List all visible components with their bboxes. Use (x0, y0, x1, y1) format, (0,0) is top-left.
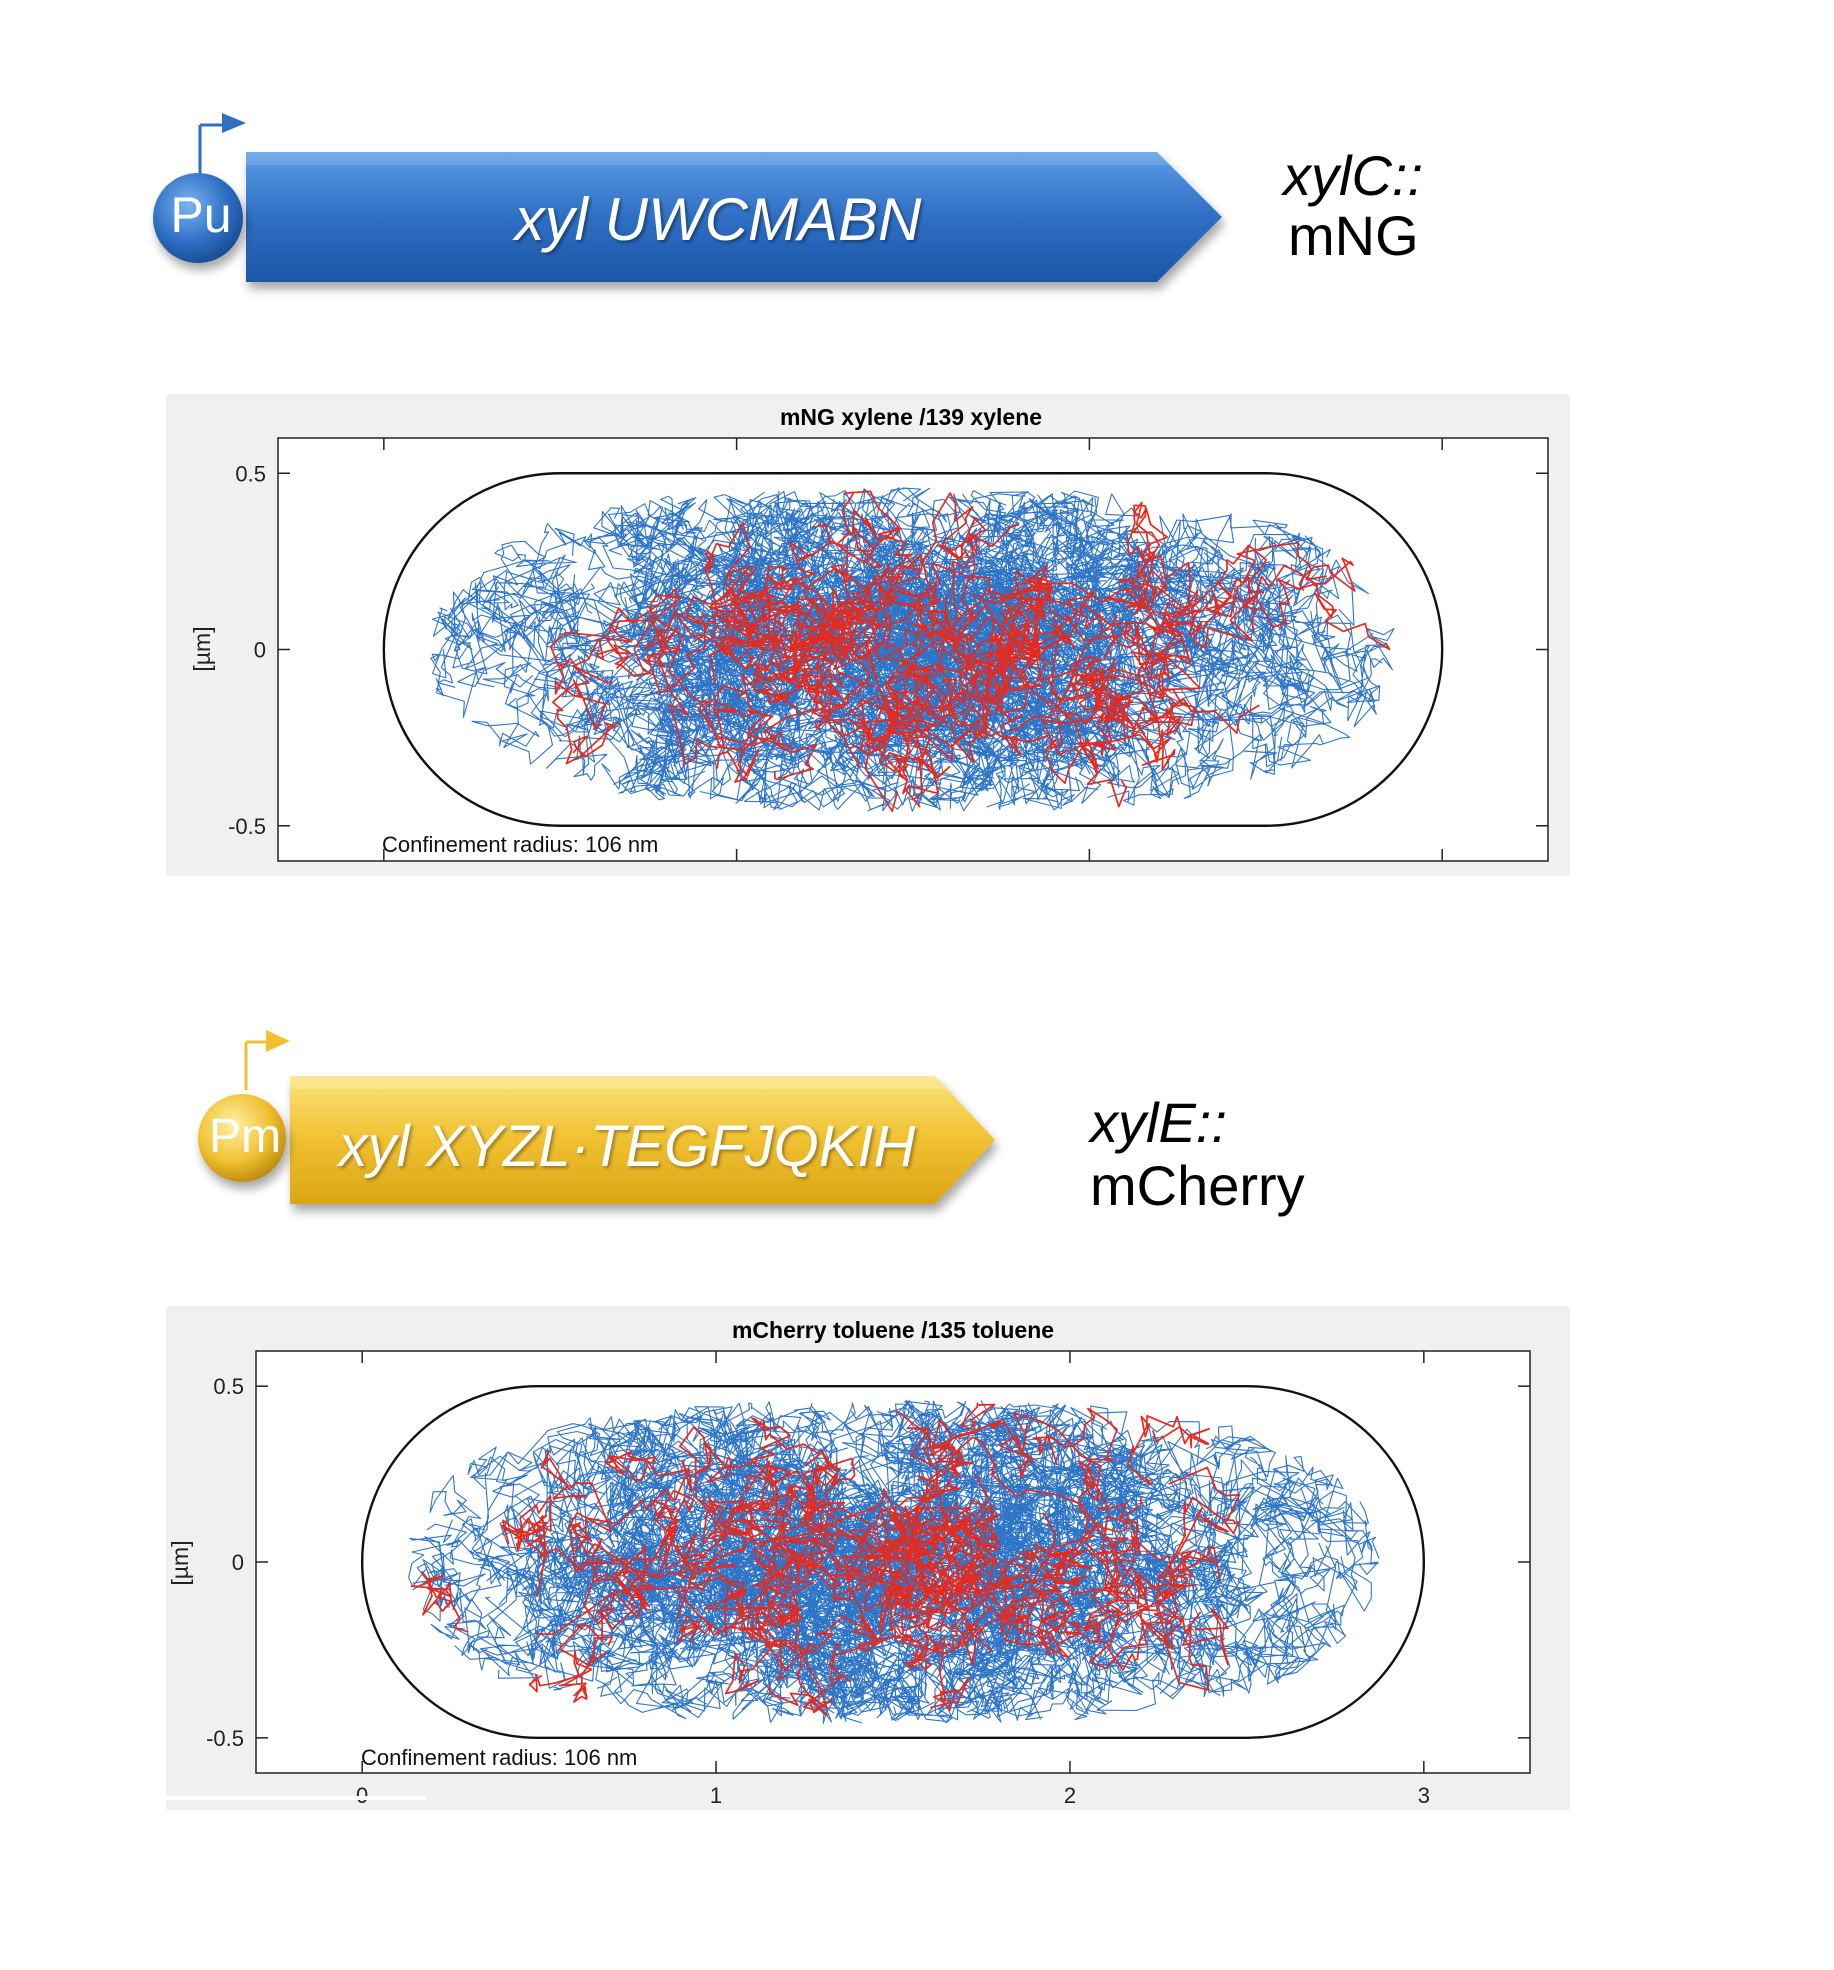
trajectory-series-highlight (549, 490, 1391, 813)
y-tick-label: 0.5 (235, 461, 266, 486)
fusion-label-line1: xylE:: (1087, 1091, 1227, 1154)
x-tick-label: 0 (356, 1783, 368, 1808)
x-tick-label: 2 (1064, 1783, 1076, 1808)
trajectory-series-highlight (410, 1402, 1241, 1716)
axes: 0.5 0 -0.5 0 1 2 3 (206, 1351, 1530, 1808)
x-tick-label: 3 (1418, 1783, 1430, 1808)
operon-top: Pu xyl UWCMABN xylC:: mNG (153, 113, 1423, 282)
annotation-text: Confinement radius: 106 nm (382, 832, 658, 857)
fusion-label-line2: mNG (1288, 204, 1419, 267)
y-tick-label: 0.5 (213, 1374, 244, 1399)
gene-arrow (246, 152, 1222, 282)
promoter-flag-icon (198, 113, 246, 175)
divider (166, 1796, 426, 1800)
chart-bottom: mCherry toluene /135 toluene 0.5 0 -0.5 0 1 2… (166, 1306, 1570, 1810)
promoter-label: Pu (170, 187, 231, 243)
x-tick-label: 1 (710, 1783, 722, 1808)
gene-label: xyl XYZL·TEGFJQKIH (336, 1114, 916, 1179)
cell-outline (382, 472, 1444, 827)
promoter-circle (153, 173, 243, 263)
promoter-label: Pm (209, 1110, 281, 1163)
trajectories (362, 1386, 1424, 1738)
operon-bottom: Pm xyl XYZL·TEGFJQKIH xylE:: mCherry (198, 1030, 1305, 1217)
gene-arrow (290, 1076, 995, 1204)
y-axis-label: [µm] (189, 626, 215, 671)
gene-label: xyl UWCMABN (512, 186, 922, 253)
promoter-circle (198, 1094, 286, 1182)
y-tick-label: 0 (232, 1550, 244, 1575)
fusion-label-line1: xylC:: (1280, 144, 1423, 207)
y-tick-label: -0.5 (228, 814, 266, 839)
axes: 0.5 0 -0.5 (228, 438, 1548, 861)
y-tick-label: -0.5 (206, 1726, 244, 1751)
y-axis-label: [µm] (167, 1540, 193, 1585)
chart-title: mNG xylene /139 xylene (780, 404, 1042, 430)
promoter-flag-icon (244, 1030, 290, 1090)
chart-top: mNG xylene /139 xylene 0.5 0 -0.5 [µm] Con… (166, 394, 1570, 876)
trajectories (382, 472, 1444, 827)
annotation-text: Confinement radius: 106 nm (361, 1745, 637, 1770)
fusion-label-line2: mCherry (1090, 1154, 1305, 1217)
y-tick-label: 0 (254, 638, 266, 663)
chart-title: mCherry toluene /135 toluene (732, 1317, 1054, 1343)
